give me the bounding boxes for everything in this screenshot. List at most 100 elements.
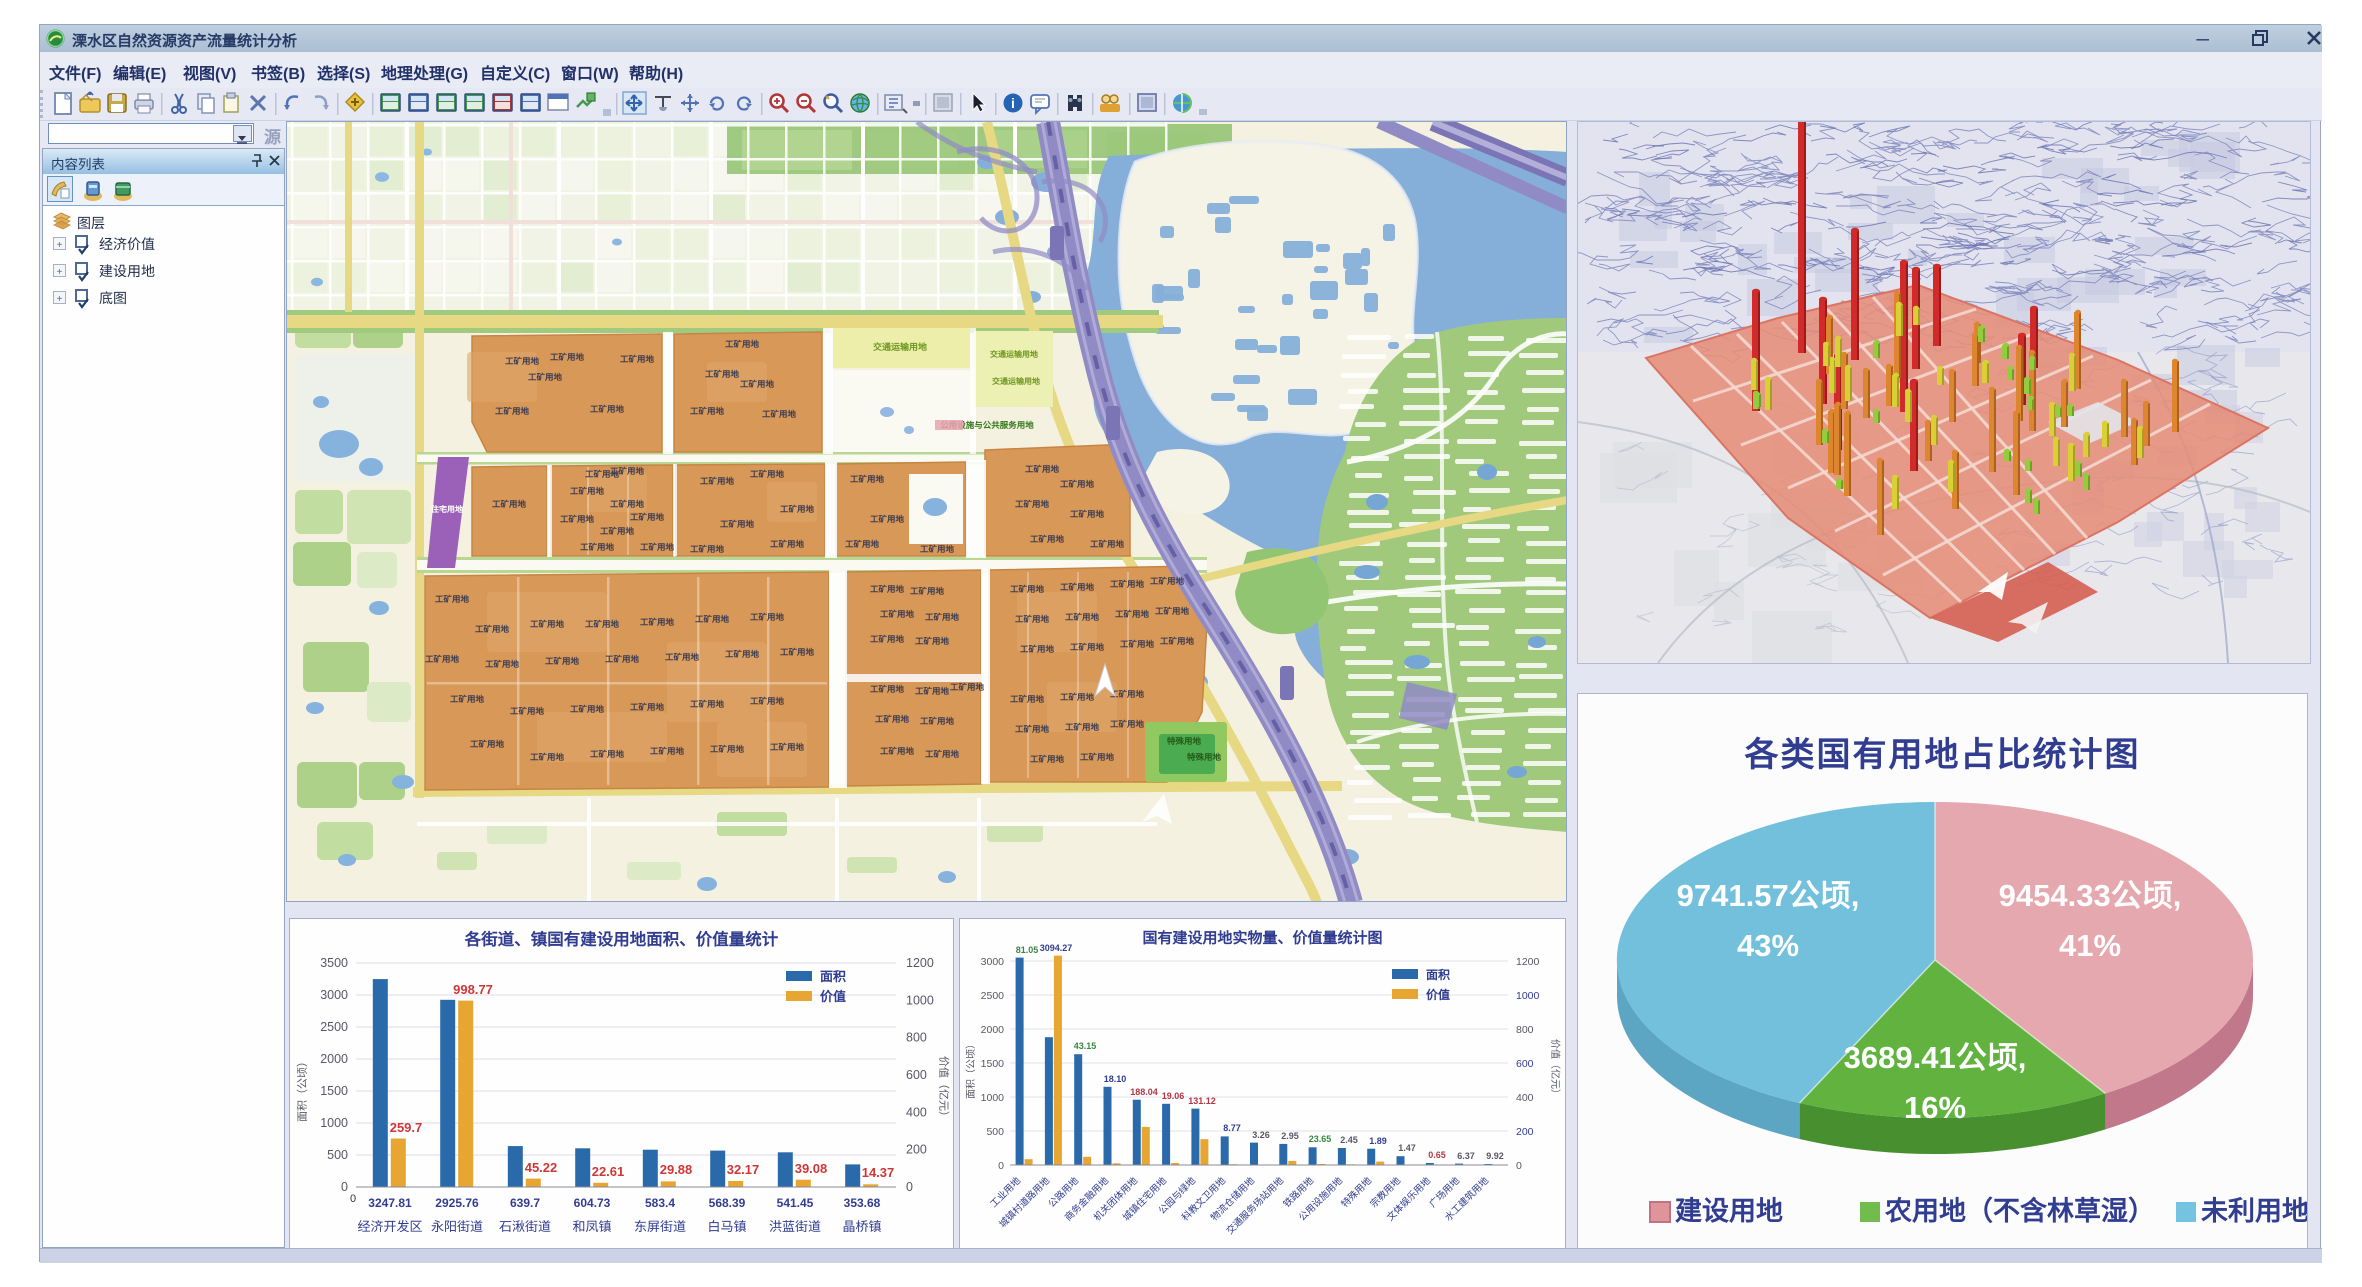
svg-text:工矿用地: 工矿用地 (1030, 533, 1065, 545)
svg-text:工矿用地: 工矿用地 (528, 371, 563, 383)
svg-text:工矿用地: 工矿用地 (1010, 693, 1045, 705)
svg-text:未利用地: 未利用地 (2201, 1189, 2307, 1228)
svg-text:工矿用地: 工矿用地 (705, 368, 740, 380)
svg-text:工矿用地: 工矿用地 (550, 351, 585, 363)
svg-text:8.77: 8.77 (1223, 1121, 1241, 1134)
svg-text:工矿用地: 工矿用地 (600, 525, 635, 537)
svg-text:工矿用地: 工矿用地 (470, 738, 505, 750)
svg-text:工矿用地: 工矿用地 (1090, 538, 1125, 550)
svg-text:工矿用地: 工矿用地 (690, 543, 725, 555)
svg-text:16%: 16% (1904, 1082, 1966, 1127)
svg-text:工矿用地: 工矿用地 (1030, 753, 1065, 765)
svg-text:价值（亿元）: 价值（亿元） (936, 1056, 952, 1122)
svg-text:604.73: 604.73 (574, 1194, 611, 1211)
svg-text:0: 0 (906, 1176, 913, 1195)
svg-text:工矿用地: 工矿用地 (1060, 478, 1095, 490)
svg-text:3689.41公顷,: 3689.41公顷, (1844, 1032, 2027, 1077)
svg-text:0: 0 (341, 1176, 348, 1195)
svg-text:工矿用地: 工矿用地 (560, 513, 595, 525)
svg-text:经济开发区: 经济开发区 (357, 1216, 422, 1235)
svg-text:工矿用地: 工矿用地 (630, 701, 665, 713)
svg-text:工矿用地: 工矿用地 (950, 681, 985, 693)
svg-text:工矿用地: 工矿用地 (1065, 721, 1100, 733)
svg-text:工矿用地: 工矿用地 (850, 473, 885, 485)
svg-text:工矿用地: 工矿用地 (1110, 718, 1145, 730)
svg-text:工矿用地: 工矿用地 (725, 338, 760, 350)
svg-text:工矿用地: 工矿用地 (762, 408, 797, 420)
svg-text:白马镇: 白马镇 (707, 1216, 746, 1235)
svg-text:39.08: 39.08 (795, 1158, 828, 1177)
svg-text:1200: 1200 (906, 952, 934, 971)
svg-text:工矿用地: 工矿用地 (585, 468, 620, 480)
svg-text:41%: 41% (2059, 920, 2121, 965)
svg-text:工矿用地: 工矿用地 (1015, 613, 1050, 625)
svg-text:建设用地: 建设用地 (1675, 1189, 1783, 1228)
svg-text:工矿用地: 工矿用地 (1060, 691, 1095, 703)
svg-text:工矿用地: 工矿用地 (620, 353, 655, 365)
svg-text:工矿用地: 工矿用地 (1060, 581, 1095, 593)
svg-text:住宅用地: 住宅用地 (431, 504, 463, 515)
svg-text:188.04: 188.04 (1130, 1085, 1158, 1098)
svg-text:工矿用地: 工矿用地 (435, 593, 470, 605)
svg-text:工矿用地: 工矿用地 (770, 538, 805, 550)
svg-text:价值（亿元）: 价值（亿元） (1549, 1039, 1564, 1099)
svg-text:工矿用地: 工矿用地 (530, 751, 565, 763)
svg-text:43%: 43% (1737, 920, 1799, 965)
svg-text:工矿用地: 工矿用地 (570, 485, 605, 497)
svg-text:568.39: 568.39 (709, 1194, 746, 1211)
svg-text:工矿用地: 工矿用地 (492, 498, 527, 510)
svg-text:工矿用地: 工矿用地 (1015, 498, 1050, 510)
svg-text:特殊用地: 特殊用地 (1187, 751, 1222, 763)
svg-text:1000: 1000 (1516, 988, 1540, 1003)
svg-text:2.45: 2.45 (1340, 1133, 1358, 1146)
svg-text:1000: 1000 (320, 1112, 348, 1131)
svg-text:工矿用地: 工矿用地 (640, 616, 675, 628)
svg-text:0: 0 (998, 1158, 1004, 1173)
svg-text:3000: 3000 (981, 954, 1005, 969)
svg-text:541.45: 541.45 (777, 1194, 814, 1211)
svg-text:工矿用地: 工矿用地 (1070, 641, 1105, 653)
svg-text:工矿用地: 工矿用地 (875, 713, 910, 725)
svg-text:工矿用地: 工矿用地 (495, 405, 530, 417)
svg-text:工矿用地: 工矿用地 (720, 518, 755, 530)
svg-text:工矿用地: 工矿用地 (545, 655, 580, 667)
svg-text:3000: 3000 (320, 984, 348, 1003)
svg-text:2000: 2000 (981, 1022, 1005, 1037)
svg-text:工矿用地: 工矿用地 (510, 705, 545, 717)
svg-text:国有建设用地实物量、价值量统计图: 国有建设用地实物量、价值量统计图 (1142, 927, 1382, 948)
svg-text:0: 0 (350, 1190, 356, 1206)
svg-text:面积: 面积 (1426, 966, 1450, 983)
svg-text:工矿用地: 工矿用地 (845, 538, 880, 550)
svg-text:面积（公顷）: 面积（公顷） (294, 1056, 310, 1122)
svg-text:工矿用地: 工矿用地 (505, 355, 540, 367)
svg-text:工矿用地: 工矿用地 (725, 648, 760, 660)
svg-text:工矿用地: 工矿用地 (695, 613, 730, 625)
svg-text:800: 800 (1516, 1022, 1534, 1037)
svg-text:工矿用地: 工矿用地 (580, 541, 615, 553)
svg-text:2000: 2000 (320, 1048, 348, 1067)
svg-text:工矿用地: 工矿用地 (640, 541, 675, 553)
svg-text:工矿用地: 工矿用地 (1160, 635, 1195, 647)
svg-text:交通运输用地: 交通运输用地 (873, 340, 927, 353)
svg-text:永阳街道: 永阳街道 (431, 1216, 483, 1235)
svg-text:工矿用地: 工矿用地 (1110, 578, 1145, 590)
svg-text:200: 200 (1516, 1124, 1534, 1139)
svg-text:和凤镇: 和凤镇 (572, 1216, 611, 1235)
svg-text:3094.27: 3094.27 (1040, 941, 1073, 954)
svg-text:价值: 价值 (1426, 986, 1450, 1003)
svg-text:工矿用地: 工矿用地 (1155, 605, 1190, 617)
svg-text:工矿用地: 工矿用地 (780, 646, 815, 658)
svg-text:81.05: 81.05 (1016, 943, 1039, 956)
svg-text:1000: 1000 (981, 1090, 1005, 1105)
svg-text:1.89: 1.89 (1369, 1134, 1387, 1147)
svg-text:1500: 1500 (981, 1056, 1005, 1071)
svg-text:2500: 2500 (981, 988, 1005, 1003)
svg-text:工矿用地: 工矿用地 (1080, 751, 1115, 763)
svg-text:工矿用地: 工矿用地 (610, 465, 645, 477)
svg-text:600: 600 (906, 1064, 927, 1083)
svg-text:18.10: 18.10 (1104, 1072, 1127, 1085)
svg-text:1.47: 1.47 (1398, 1141, 1416, 1154)
svg-text:交通运输用地: 交通运输用地 (992, 376, 1040, 387)
svg-text:259.7: 259.7 (390, 1117, 423, 1136)
svg-text:2500: 2500 (320, 1016, 348, 1035)
